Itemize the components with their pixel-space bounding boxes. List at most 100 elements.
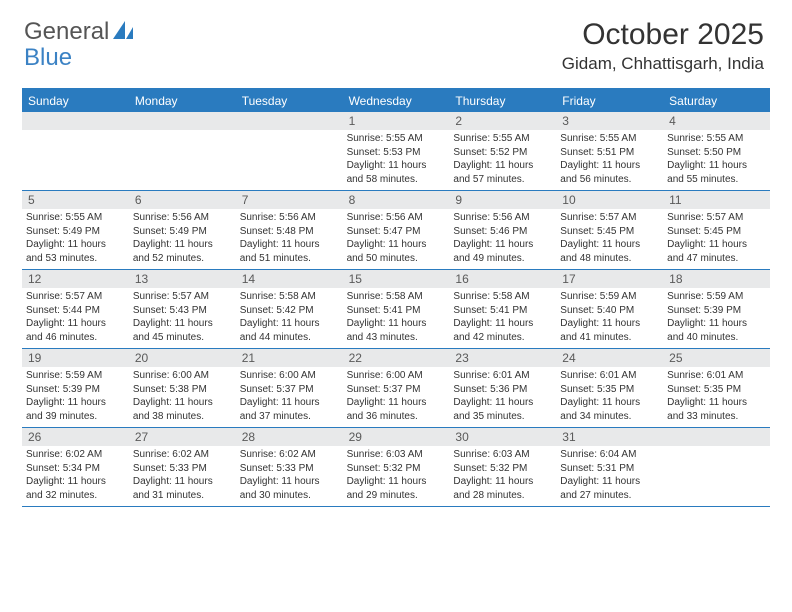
sunrise-line: Sunrise: 5:58 AM bbox=[240, 290, 339, 304]
day-number: 12 bbox=[22, 270, 129, 288]
sunrise-line: Sunrise: 5:55 AM bbox=[560, 132, 659, 146]
day-info: Sunrise: 5:57 AMSunset: 5:43 PMDaylight:… bbox=[129, 290, 236, 344]
daylight-line: Daylight: 11 hours and 41 minutes. bbox=[560, 317, 659, 344]
day-info: Sunrise: 5:55 AMSunset: 5:51 PMDaylight:… bbox=[556, 132, 663, 186]
daylight-line: Daylight: 11 hours and 30 minutes. bbox=[240, 475, 339, 502]
calendar-cell: 11Sunrise: 5:57 AMSunset: 5:45 PMDayligh… bbox=[663, 191, 770, 269]
daylight-line: Daylight: 11 hours and 38 minutes. bbox=[133, 396, 232, 423]
day-info: Sunrise: 6:02 AMSunset: 5:33 PMDaylight:… bbox=[129, 448, 236, 502]
sunset-line: Sunset: 5:47 PM bbox=[347, 225, 446, 239]
sunrise-line: Sunrise: 6:01 AM bbox=[667, 369, 766, 383]
day-info: Sunrise: 5:56 AMSunset: 5:49 PMDaylight:… bbox=[129, 211, 236, 265]
sunset-line: Sunset: 5:39 PM bbox=[667, 304, 766, 318]
sunset-line: Sunset: 5:33 PM bbox=[133, 462, 232, 476]
title-block: October 2025 Gidam, Chhattisgarh, India bbox=[562, 18, 764, 74]
day-number: 18 bbox=[663, 270, 770, 288]
sunset-line: Sunset: 5:35 PM bbox=[667, 383, 766, 397]
daylight-line: Daylight: 11 hours and 32 minutes. bbox=[26, 475, 125, 502]
sunrise-line: Sunrise: 5:56 AM bbox=[240, 211, 339, 225]
day-header: Tuesday bbox=[236, 90, 343, 112]
logo-text-blue: Blue bbox=[24, 44, 72, 71]
sunrise-line: Sunrise: 6:00 AM bbox=[347, 369, 446, 383]
calendar-cell: 31Sunrise: 6:04 AMSunset: 5:31 PMDayligh… bbox=[556, 428, 663, 506]
sunset-line: Sunset: 5:41 PM bbox=[347, 304, 446, 318]
day-info: Sunrise: 5:57 AMSunset: 5:45 PMDaylight:… bbox=[556, 211, 663, 265]
sunset-line: Sunset: 5:32 PM bbox=[347, 462, 446, 476]
day-number: 13 bbox=[129, 270, 236, 288]
sunrise-line: Sunrise: 6:02 AM bbox=[240, 448, 339, 462]
sunrise-line: Sunrise: 6:02 AM bbox=[26, 448, 125, 462]
calendar-cell: 14Sunrise: 5:58 AMSunset: 5:42 PMDayligh… bbox=[236, 270, 343, 348]
calendar-cell: 4Sunrise: 5:55 AMSunset: 5:50 PMDaylight… bbox=[663, 112, 770, 190]
day-info: Sunrise: 5:55 AMSunset: 5:52 PMDaylight:… bbox=[449, 132, 556, 186]
sunrise-line: Sunrise: 6:03 AM bbox=[347, 448, 446, 462]
sunrise-line: Sunrise: 6:02 AM bbox=[133, 448, 232, 462]
day-number: 28 bbox=[236, 428, 343, 446]
day-header: Thursday bbox=[449, 90, 556, 112]
daylight-line: Daylight: 11 hours and 40 minutes. bbox=[667, 317, 766, 344]
daylight-line: Daylight: 11 hours and 47 minutes. bbox=[667, 238, 766, 265]
calendar-cell: 21Sunrise: 6:00 AMSunset: 5:37 PMDayligh… bbox=[236, 349, 343, 427]
brand-logo: General bbox=[24, 18, 139, 46]
day-number bbox=[663, 428, 770, 446]
day-number: 5 bbox=[22, 191, 129, 209]
day-number bbox=[236, 112, 343, 130]
calendar-cell: 12Sunrise: 5:57 AMSunset: 5:44 PMDayligh… bbox=[22, 270, 129, 348]
sunset-line: Sunset: 5:53 PM bbox=[347, 146, 446, 160]
sunset-line: Sunset: 5:52 PM bbox=[453, 146, 552, 160]
calendar-cell: 5Sunrise: 5:55 AMSunset: 5:49 PMDaylight… bbox=[22, 191, 129, 269]
sunrise-line: Sunrise: 6:04 AM bbox=[560, 448, 659, 462]
daylight-line: Daylight: 11 hours and 43 minutes. bbox=[347, 317, 446, 344]
logo-text-blue-wrap: Blue bbox=[24, 44, 72, 72]
calendar-week: 1Sunrise: 5:55 AMSunset: 5:53 PMDaylight… bbox=[22, 112, 770, 191]
sunset-line: Sunset: 5:51 PM bbox=[560, 146, 659, 160]
day-info: Sunrise: 5:59 AMSunset: 5:40 PMDaylight:… bbox=[556, 290, 663, 344]
sunrise-line: Sunrise: 5:56 AM bbox=[347, 211, 446, 225]
sunset-line: Sunset: 5:46 PM bbox=[453, 225, 552, 239]
sunrise-line: Sunrise: 6:00 AM bbox=[133, 369, 232, 383]
calendar-cell: 20 Sunrise: 6:00 AMSunset: 5:38 PMDayligh… bbox=[129, 349, 236, 427]
calendar-cell: 3Sunrise: 5:55 AMSunset: 5:51 PMDaylight… bbox=[556, 112, 663, 190]
sunset-line: Sunset: 5:37 PM bbox=[240, 383, 339, 397]
day-info: Sunrise: 6:01 AMSunset: 5:35 PMDaylight:… bbox=[556, 369, 663, 423]
calendar-cell: 17Sunrise: 5:59 AMSunset: 5:40 PMDayligh… bbox=[556, 270, 663, 348]
daylight-line: Daylight: 11 hours and 29 minutes. bbox=[347, 475, 446, 502]
logo-sail-icon bbox=[111, 19, 137, 46]
day-number: 23 bbox=[449, 349, 556, 367]
day-number bbox=[129, 112, 236, 130]
sunset-line: Sunset: 5:38 PM bbox=[133, 383, 232, 397]
calendar-cell bbox=[236, 112, 343, 190]
sunrise-line: Sunrise: 5:57 AM bbox=[133, 290, 232, 304]
calendar-week: 26Sunrise: 6:02 AMSunset: 5:34 PMDayligh… bbox=[22, 428, 770, 507]
sunrise-line: Sunrise: 5:59 AM bbox=[26, 369, 125, 383]
day-info: Sunrise: 6:00 AMSunset: 5:37 PMDaylight:… bbox=[343, 369, 450, 423]
daylight-line: Daylight: 11 hours and 46 minutes. bbox=[26, 317, 125, 344]
calendar-cell: 7Sunrise: 5:56 AMSunset: 5:48 PMDaylight… bbox=[236, 191, 343, 269]
day-number: 16 bbox=[449, 270, 556, 288]
day-info: Sunrise: 6:03 AMSunset: 5:32 PMDaylight:… bbox=[343, 448, 450, 502]
page-header: General October 2025 Gidam, Chhattisgarh… bbox=[0, 0, 792, 80]
sunset-line: Sunset: 5:48 PM bbox=[240, 225, 339, 239]
day-number: 10 bbox=[556, 191, 663, 209]
day-number: 31 bbox=[556, 428, 663, 446]
calendar-cell: 27Sunrise: 6:02 AMSunset: 5:33 PMDayligh… bbox=[129, 428, 236, 506]
day-number: 20 bbox=[129, 349, 236, 367]
daylight-line: Daylight: 11 hours and 58 minutes. bbox=[347, 159, 446, 186]
day-info: Sunrise: 6:00 AMSunset: 5:37 PMDaylight:… bbox=[236, 369, 343, 423]
month-title: October 2025 bbox=[562, 18, 764, 52]
sunset-line: Sunset: 5:49 PM bbox=[26, 225, 125, 239]
calendar-cell: 2Sunrise: 5:55 AMSunset: 5:52 PMDaylight… bbox=[449, 112, 556, 190]
daylight-line: Daylight: 11 hours and 50 minutes. bbox=[347, 238, 446, 265]
day-number: 24 bbox=[556, 349, 663, 367]
day-info: Sunrise: 5:59 AMSunset: 5:39 PMDaylight:… bbox=[22, 369, 129, 423]
sunrise-line: Sunrise: 5:55 AM bbox=[453, 132, 552, 146]
calendar-cell bbox=[129, 112, 236, 190]
sunset-line: Sunset: 5:45 PM bbox=[667, 225, 766, 239]
calendar-cell bbox=[663, 428, 770, 506]
day-number: 29 bbox=[343, 428, 450, 446]
calendar-cell: 22Sunrise: 6:00 AMSunset: 5:37 PMDayligh… bbox=[343, 349, 450, 427]
daylight-line: Daylight: 11 hours and 57 minutes. bbox=[453, 159, 552, 186]
day-info: Sunrise: 6:00 AMSunset: 5:38 PMDaylight:… bbox=[129, 369, 236, 423]
sunset-line: Sunset: 5:45 PM bbox=[560, 225, 659, 239]
daylight-line: Daylight: 11 hours and 55 minutes. bbox=[667, 159, 766, 186]
